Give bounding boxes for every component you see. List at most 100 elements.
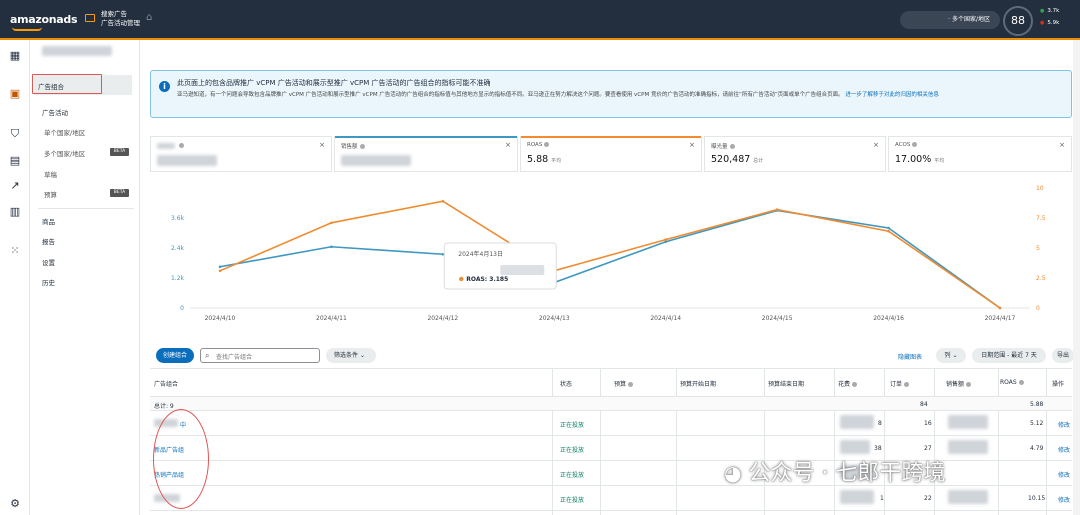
header-budget[interactable]: 预算 xyxy=(614,379,634,388)
spend-value: 38 xyxy=(874,445,882,452)
data-point xyxy=(218,269,222,273)
create-portfolio-button[interactable]: 创建组合 xyxy=(156,348,194,363)
sidebar-item-multi-country[interactable]: 多个国家/地区 xyxy=(44,150,86,158)
search-icon: ⌕ xyxy=(205,351,210,360)
sidebar-campaigns-header[interactable]: 广告活动 xyxy=(42,109,68,117)
info-learn-more-link[interactable]: 进一步了解移于对此的归因的相关信息 xyxy=(845,92,939,98)
performance-score[interactable]: 88 xyxy=(1003,6,1033,36)
roas-value: 5.12 xyxy=(1030,420,1044,427)
x-axis-tick-label: 2024/4/10 xyxy=(205,315,236,322)
spend-value: 8 xyxy=(878,420,882,427)
close-icon[interactable]: × xyxy=(689,141,695,149)
sidebar-item-drafts[interactable]: 草稿 xyxy=(44,171,57,179)
spend-redacted xyxy=(840,490,874,504)
sidebar-item-settings[interactable]: 设置 xyxy=(42,259,55,267)
amazon-ads-logo[interactable]: amazonads xyxy=(10,13,78,31)
tooltip-roas-label: ROAS: 3.185 xyxy=(466,276,508,283)
arrow-up-icon: ● xyxy=(1040,8,1045,14)
sidebar-item-reports[interactable]: 报告 xyxy=(42,238,55,246)
stat-down: ● 5.9k xyxy=(1040,20,1059,26)
account-label: · 多个国家/地区 xyxy=(948,16,990,23)
apps-grid-icon[interactable]: ⁙ xyxy=(10,244,20,257)
close-icon[interactable]: × xyxy=(873,141,879,149)
sidebar-item-budgets[interactable]: 预算 xyxy=(44,191,57,199)
wechat-watermark: ◕ 公众号 · 七郎干跨境 xyxy=(724,455,945,487)
date-range-button[interactable]: 日期范围 - 最近 7 天 xyxy=(972,348,1046,363)
export-button[interactable]: 导出 xyxy=(1052,348,1074,363)
edit-link[interactable]: 修改 xyxy=(1058,447,1071,454)
sidebar-item-products[interactable]: 商品 xyxy=(42,218,55,226)
campaign-manager-icon[interactable]: ▣ xyxy=(9,87,21,100)
data-point xyxy=(330,245,333,249)
info-dot-icon xyxy=(904,382,910,387)
header-roas[interactable]: ROAS xyxy=(1000,379,1024,386)
metric-card-redacted[interactable]: × xyxy=(150,136,332,172)
close-icon[interactable]: × xyxy=(505,141,511,149)
header-portfolio[interactable]: 广告组合 xyxy=(154,381,179,388)
portfolio-table: 广告组合 状态 预算 预算开始日期 预算结束日期 花费 订单 销售额 ROAS … xyxy=(150,368,1072,515)
metric-card-impressions[interactable]: 曝光量 520,487 总计 × xyxy=(704,136,886,172)
header-budget-end[interactable]: 预算结束日期 xyxy=(768,381,805,388)
settings-gear-icon[interactable]: ⚙ xyxy=(10,497,20,510)
product-title[interactable]: 搜索广告 广告活动管理 xyxy=(101,10,140,28)
header-budget-start[interactable]: 预算开始日期 xyxy=(680,381,717,388)
header-spend[interactable]: 花费 xyxy=(838,379,858,388)
column-divider xyxy=(600,369,601,515)
spend-redacted xyxy=(840,440,870,454)
info-dot-icon xyxy=(912,142,918,147)
metric-card-acos[interactable]: ACOS 17.00% 平均 × xyxy=(888,136,1072,172)
close-icon[interactable]: × xyxy=(319,141,325,149)
metric-label: 销售额 xyxy=(341,142,365,150)
dashboard-icon[interactable]: ▦ xyxy=(9,49,21,62)
info-dot-icon xyxy=(729,144,735,149)
column-divider xyxy=(1046,369,1047,515)
metric-card-roas[interactable]: ROAS 5.88 平均 × xyxy=(520,136,702,172)
header-sales[interactable]: 销售额 xyxy=(946,379,972,388)
total-roas: 5.88 xyxy=(1030,401,1044,408)
metric-label: ROAS xyxy=(527,142,550,148)
columns-button[interactable]: 列 ⌄ xyxy=(936,348,966,363)
sponsored-ads-icon xyxy=(85,14,95,22)
total-label: 总计: 9 xyxy=(154,403,174,410)
wechat-icon: ◕ xyxy=(724,461,742,485)
sidebar-item-portfolios[interactable]: 广告组合 xyxy=(38,83,64,91)
account-selector[interactable]: · 多个国家/地区 xyxy=(900,11,1000,29)
chevron-down-icon: ⌄ xyxy=(359,352,365,359)
reports-icon[interactable]: ▥ xyxy=(9,205,21,218)
home-icon[interactable]: ⌂ xyxy=(146,12,153,23)
table-row[interactable]: 中 正在投放 8 16 5.12 修改 xyxy=(150,411,1072,436)
edit-link[interactable]: 修改 xyxy=(1058,472,1071,479)
column-divider xyxy=(676,369,677,515)
filter-dropdown[interactable]: 筛选条件 ⌄ xyxy=(326,348,376,363)
spend-redacted xyxy=(840,465,874,479)
info-dot-icon xyxy=(628,382,634,387)
header-actions: 操作 xyxy=(1052,381,1065,388)
brand-shield-icon[interactable]: ⛉ xyxy=(10,127,20,140)
orders-value: 27 xyxy=(924,445,932,452)
search-input[interactable]: ⌕ 查找广告组合 xyxy=(200,348,320,363)
sidebar-item-history[interactable]: 历史 xyxy=(42,279,55,287)
performance-line-chart[interactable]: 0 1.2k 2.4k 3.6k 0 2.5 5 7.5 10 2024/4/10 2024/4/1… xyxy=(150,178,1072,328)
header-status[interactable]: 状态 xyxy=(560,381,573,388)
edit-link[interactable]: 修改 xyxy=(1058,497,1071,504)
edit-link[interactable]: 修改 xyxy=(1058,422,1071,429)
table-row[interactable]: 正在投放 1 22 10.15 修改 xyxy=(150,486,1072,511)
info-alert: i 此页面上的包含品牌推广 vCPM 广告活动和展示型推广 vCPM 广告活动的… xyxy=(150,70,1072,118)
trend-icon[interactable]: ↗ xyxy=(10,179,20,192)
metric-value: 5.88 平均 xyxy=(527,154,562,165)
sales-redacted xyxy=(948,440,988,454)
close-icon[interactable]: × xyxy=(1059,141,1065,149)
left-axis-tick-label: 2.4k xyxy=(171,245,185,252)
sidebar-item-single-country[interactable]: 单个国家/地区 xyxy=(44,129,86,137)
top-navigation-bar: amazonads 搜索广告 广告活动管理 ⌂ · 多个国家/地区 88 ● 3.… xyxy=(0,0,1080,40)
header-orders[interactable]: 订单 xyxy=(890,379,910,388)
metric-card-sales[interactable]: 销售额 × xyxy=(334,136,518,172)
x-axis-tick-label: 2024/4/14 xyxy=(650,315,681,322)
info-icon: i xyxy=(159,81,170,92)
page-scrollbar[interactable] xyxy=(1073,40,1080,515)
hide-chart-link[interactable]: 隐藏图表 xyxy=(898,354,923,361)
chart-tooltip xyxy=(443,242,557,290)
beta-badge: BETA xyxy=(110,148,129,156)
watermark-text: 公众号 · 七郎干跨境 xyxy=(748,461,946,486)
media-icon[interactable]: ▤ xyxy=(9,154,21,167)
